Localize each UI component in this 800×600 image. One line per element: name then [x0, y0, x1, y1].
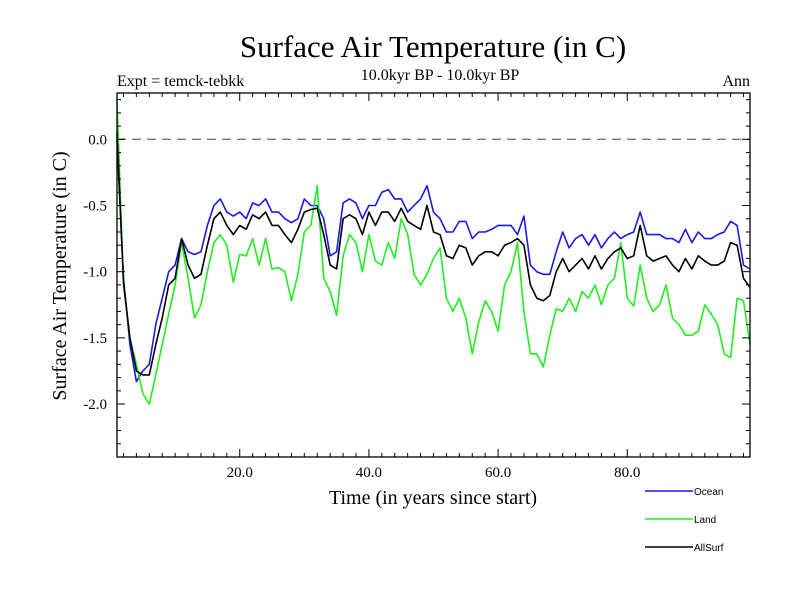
- series-line-allsurf: [116, 132, 751, 376]
- x-tick-label: 60.0: [485, 465, 511, 481]
- x-axis-label: Time (in years since start): [329, 487, 537, 509]
- y-tick-label: -0.5: [83, 199, 107, 215]
- experiment-label: Expt = temck-tebkk: [117, 73, 244, 90]
- legend-label-ocean: Ocean: [694, 487, 723, 498]
- legend-label-allsurf: AllSurf: [694, 543, 724, 554]
- y-tick-label: -2.0: [83, 397, 107, 413]
- legend: Ocean Land AllSurf: [645, 487, 724, 554]
- x-tick-label: 80.0: [614, 465, 640, 481]
- chart-title: Surface Air Temperature (in C): [240, 29, 626, 64]
- y-axis-label: Surface Air Temperature (in C): [49, 151, 71, 400]
- x-tick-label: 40.0: [356, 465, 382, 481]
- y-tick-labels: 0.0 -0.5 -1.0 -1.5 -2.0: [83, 132, 107, 413]
- y-tick-label: -1.5: [83, 331, 107, 347]
- y-tick-label: -1.0: [83, 265, 107, 281]
- series-line-ocean: [116, 139, 751, 383]
- plot-frame: [116, 92, 751, 458]
- series-lines: [116, 99, 751, 405]
- series-line-land: [116, 99, 751, 405]
- period-label: 10.0kyr BP - 10.0kyr BP: [361, 67, 520, 84]
- season-label: Ann: [722, 73, 750, 90]
- x-tick-labels: 20.0 40.0 60.0 80.0: [227, 465, 641, 481]
- y-tick-label: 0.0: [88, 132, 107, 148]
- axis-ticks: [117, 93, 750, 458]
- legend-label-land: Land: [694, 515, 716, 526]
- x-tick-label: 20.0: [227, 465, 253, 481]
